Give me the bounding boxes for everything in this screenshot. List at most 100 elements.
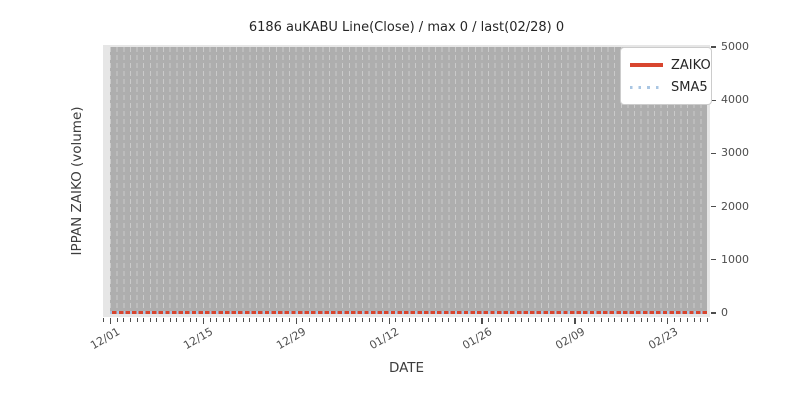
x-minor-tick (508, 318, 509, 322)
x-minor-tick (229, 318, 231, 322)
x-minor-tick (236, 318, 238, 322)
y-tick-mark (711, 259, 716, 261)
x-minor-tick (176, 318, 178, 322)
x-major-tick (667, 318, 669, 324)
x-minor-tick (395, 318, 397, 322)
x-minor-tick (587, 318, 589, 322)
x-minor-tick (653, 318, 655, 322)
x-minor-tick (687, 318, 689, 322)
x-minor-tick (580, 318, 582, 322)
x-minor-tick (328, 318, 330, 322)
x-minor-tick (169, 318, 171, 322)
x-minor-tick (249, 318, 251, 322)
legend-zaiko-swatch (630, 63, 663, 67)
x-minor-tick (514, 318, 516, 322)
y-tick-label: 1000 (721, 252, 749, 266)
x-minor-tick (660, 318, 662, 322)
x-minor-tick (129, 318, 131, 322)
x-minor-tick (673, 318, 675, 322)
x-minor-tick (222, 318, 224, 322)
x-minor-tick (156, 318, 158, 322)
sma5-series-line (110, 311, 707, 314)
x-minor-tick (322, 318, 324, 322)
x-axis-label: DATE (388, 360, 425, 376)
zaiko-series-line (110, 311, 707, 314)
y-tick-mark (711, 152, 716, 154)
legend: ZAIKO SMA5 (620, 47, 712, 105)
x-minor-tick (342, 318, 344, 322)
x-minor-tick (634, 318, 636, 322)
x-tick-label: 02/09 (552, 325, 587, 353)
x-major-tick (295, 318, 298, 324)
x-minor-tick (375, 318, 377, 322)
x-major-tick (202, 318, 205, 324)
x-minor-tick (567, 318, 569, 322)
x-minor-tick (700, 318, 702, 322)
x-minor-tick (189, 318, 191, 322)
x-tick-label: 12/01 (88, 325, 123, 353)
x-minor-tick (607, 318, 609, 322)
x-minor-tick (282, 318, 284, 322)
x-minor-tick (209, 318, 211, 322)
x-minor-tick (401, 318, 403, 322)
x-minor-tick (408, 318, 410, 322)
x-minor-tick (428, 318, 430, 322)
x-tick-label: 12/15 (181, 325, 216, 353)
legend-entry: SMA5 (630, 76, 708, 98)
x-minor-tick (693, 318, 695, 322)
x-minor-tick (315, 318, 317, 322)
x-minor-tick (614, 318, 616, 322)
x-tick-label: 12/29 (274, 325, 309, 353)
x-minor-tick (680, 318, 682, 322)
x-minor-tick (640, 318, 642, 322)
legend-label: SMA5 (671, 79, 708, 95)
x-minor-tick (488, 318, 490, 322)
x-minor-tick (381, 318, 383, 322)
x-minor-tick (143, 318, 145, 322)
x-minor-tick (501, 318, 503, 322)
x-tick-label: 01/12 (367, 325, 402, 353)
x-minor-tick (123, 318, 125, 322)
x-minor-tick (163, 318, 165, 322)
x-minor-tick (707, 318, 708, 322)
y-tick-mark (711, 46, 716, 48)
y-tick-mark (711, 99, 716, 101)
x-minor-tick (474, 318, 476, 322)
x-minor-tick (335, 318, 337, 322)
x-minor-tick (554, 318, 556, 322)
legend-entry: ZAIKO (630, 54, 711, 76)
legend-sma5-swatch (630, 85, 663, 89)
x-major-tick (574, 318, 576, 324)
legend-label: ZAIKO (671, 57, 711, 73)
x-minor-tick (527, 318, 529, 322)
x-minor-tick (421, 318, 423, 322)
x-minor-tick (269, 318, 271, 322)
x-minor-tick (627, 318, 629, 322)
y-tick-label: 3000 (721, 146, 749, 160)
y-tick-label: 2000 (721, 199, 749, 213)
x-minor-tick (196, 318, 198, 322)
x-tick-label: 01/26 (460, 325, 494, 353)
y-tick-label: 0 (721, 306, 728, 319)
x-minor-tick (561, 318, 563, 322)
x-minor-tick (541, 318, 543, 322)
y-tick-mark (711, 206, 716, 208)
x-minor-tick (435, 318, 437, 322)
x-minor-tick (547, 318, 549, 322)
x-minor-tick (461, 318, 463, 322)
x-minor-tick (275, 318, 277, 322)
x-minor-tick (216, 318, 218, 322)
chart-title: 6186 auKABU Line(Close) / max 0 / last(0… (248, 20, 565, 35)
x-minor-tick (242, 318, 244, 322)
x-minor-tick (594, 318, 596, 322)
x-minor-tick (103, 318, 105, 322)
x-minor-tick (521, 318, 523, 322)
x-minor-tick (149, 318, 151, 322)
x-minor-tick (136, 318, 138, 322)
x-minor-tick (600, 318, 602, 322)
y-tick-label: 5000 (721, 40, 749, 53)
x-minor-tick (182, 318, 184, 322)
x-minor-tick (309, 318, 310, 322)
x-minor-tick (262, 318, 264, 322)
x-minor-tick (468, 318, 470, 322)
